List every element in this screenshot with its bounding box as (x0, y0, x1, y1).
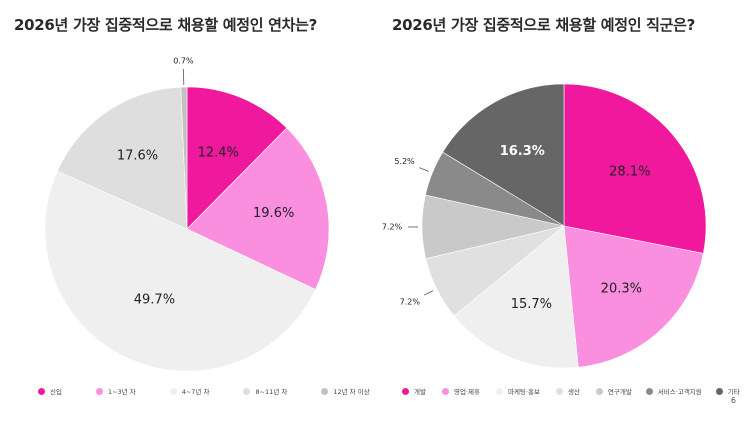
pie-chart-job-category: 28.1% 20.3% 15.7% 7.2% 7.2% 5.2% 16.3% (382, 83, 707, 369)
chart-title-left: 2026년 가장 집중적으로 채용할 예정인 연차는? (14, 16, 318, 34)
legend-experience: 신입 1~3년 차 4~7년 차 8~11년 차 12년 차 이상 (38, 386, 370, 396)
legend-swatch-2 (169, 387, 177, 395)
legend-label-2: 마케팅·홍보 (507, 388, 540, 396)
legend-item-3: 8~11년 차 (243, 386, 287, 396)
legend-swatch-2 (495, 387, 503, 395)
legend-label-3: 8~11년 차 (255, 388, 288, 396)
legend-label-0: 개발 (414, 388, 426, 396)
legend-item-4: 12년 차 이상 (321, 386, 370, 396)
legend-swatch-4 (321, 387, 329, 395)
data-label-1: 20.3% (601, 282, 642, 297)
pie-slice-4 (180, 86, 188, 230)
data-label-5: 5.2% (394, 157, 415, 166)
data-label-2: 15.7% (511, 297, 552, 312)
legend-item-1: 영업·제휴 (441, 386, 480, 396)
pie-chart-experience: 12.4% 19.6% 49.7% 17.6% 0.7% (44, 57, 330, 372)
legend-label-5: 서비스·고객지원 (657, 388, 702, 396)
pie-slice-0 (563, 83, 707, 254)
pie-slice-1 (186, 127, 330, 290)
legend-swatch-1 (441, 387, 449, 395)
pie-slice-2 (453, 225, 579, 369)
legend-swatch-4 (595, 387, 603, 395)
page-number: 6 (730, 396, 736, 405)
data-label-6: 16.3% (500, 144, 545, 159)
legend-swatch-5 (645, 387, 653, 395)
data-label-3: 17.6% (117, 149, 158, 164)
data-label-0: 28.1% (609, 164, 650, 179)
legend-item-2: 4~7년 차 (169, 386, 210, 396)
legend-item-0: 신입 (38, 386, 62, 396)
legend-swatch-1 (95, 387, 103, 395)
legend-label-2: 4~7년 차 (181, 388, 210, 396)
leader-line-3 (423, 290, 434, 296)
pie-slice-3 (57, 86, 188, 230)
data-label-0: 12.4% (198, 145, 239, 160)
pie-slice-2 (44, 170, 316, 372)
legend-swatch-0 (38, 387, 45, 395)
legend-job-category: 개발 영업·제휴 마케팅·홍보 생산 연구개발 서비스·고객지원 기타 (402, 386, 740, 396)
legend-label-4: 12년 차 이상 (333, 388, 370, 396)
data-label-4: 0.7% (173, 57, 194, 66)
data-label-2: 49.7% (134, 292, 175, 307)
legend-label-1: 영업·제휴 (453, 388, 480, 396)
legend-item-0: 개발 (402, 386, 426, 396)
data-label-4: 7.2% (382, 223, 403, 232)
pie-slice-6 (442, 83, 565, 227)
legend-label-6: 기타 (727, 388, 740, 396)
legend-label-1: 1~3년 차 (107, 388, 136, 396)
legend-label-0: 신입 (50, 388, 62, 396)
legend-item-5: 서비스·고객지원 (645, 386, 702, 396)
legend-label-3: 생산 (567, 388, 580, 396)
data-label-1: 19.6% (253, 206, 294, 221)
legend-item-4: 연구개발 (595, 386, 632, 396)
pie-slice-1 (563, 225, 704, 368)
pie-slice-0 (186, 86, 288, 230)
data-label-3: 7.2% (400, 298, 421, 307)
legend-swatch-0 (402, 387, 409, 395)
legend-swatch-3 (243, 387, 251, 395)
legend-item-3: 생산 (555, 386, 580, 396)
legend-item-6: 기타 (715, 386, 740, 396)
chart-title-right: 2026년 가장 집중적으로 채용할 예정인 직군은? (392, 16, 696, 34)
legend-label-4: 연구개발 (607, 388, 632, 396)
legend-item-1: 1~3년 차 (95, 386, 136, 396)
legend-item-2: 마케팅·홍보 (495, 386, 540, 396)
leader-line-5 (419, 167, 429, 172)
legend-swatch-6 (715, 387, 723, 395)
legend-swatch-3 (555, 387, 563, 395)
